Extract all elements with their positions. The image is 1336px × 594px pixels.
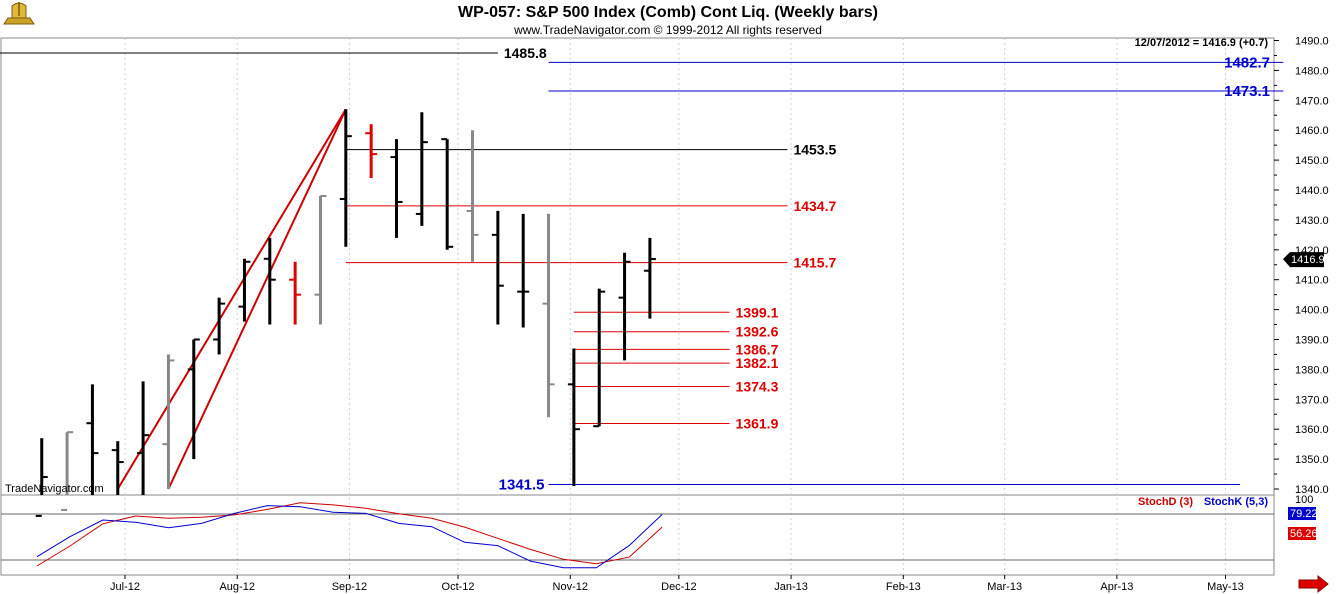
y-tick-label: 1440.0 xyxy=(1295,185,1329,197)
x-tick-label: Apr-13 xyxy=(1100,581,1133,593)
ohlc-bar xyxy=(61,431,74,511)
ohlc-bar xyxy=(593,288,606,428)
x-tick-label: Dec-12 xyxy=(661,581,696,593)
ohlc-bar xyxy=(111,441,124,495)
y-tick-label: 1490.0 xyxy=(1295,36,1329,48)
level-label: 1453.5 xyxy=(793,142,836,158)
y-tick-label: 1450.0 xyxy=(1295,155,1329,167)
logo-icon xyxy=(3,2,35,25)
price-bars xyxy=(35,109,656,517)
x-axis: Jul-12 Aug-12 Sep-12 Oct-12 Nov-12 Dec-12 Jan-… xyxy=(110,575,1244,593)
y-tick-label: 1340.0 xyxy=(1295,484,1329,496)
level-label: 1386.7 xyxy=(736,341,779,357)
trendlines xyxy=(116,108,347,490)
ohlc-bar xyxy=(339,109,352,247)
y-tick-label: 1480.0 xyxy=(1295,65,1329,77)
x-tick-label: Jul-12 xyxy=(110,581,140,593)
level-label: 1415.7 xyxy=(793,255,836,271)
x-tick-label: Feb-13 xyxy=(886,581,921,593)
y-tick-label: 1420.0 xyxy=(1295,245,1329,257)
y-tick-label: 1380.0 xyxy=(1295,364,1329,376)
y-tick-label: 1430.0 xyxy=(1295,215,1329,227)
stoch-frame xyxy=(0,494,1275,576)
ohlc-bar xyxy=(162,354,175,489)
watermark: TradeNavigator.com xyxy=(5,483,104,495)
ohlc-bar xyxy=(517,213,530,328)
level-label: 1392.6 xyxy=(736,324,779,340)
ohlc-bar xyxy=(491,210,504,325)
x-tick-label: Jan-13 xyxy=(774,581,808,593)
price-levels: 1485.8 1482.7 1473.1 1453.5 1434.7 1415.7 1399… xyxy=(0,45,1284,494)
last-price-marker: 1416.9 xyxy=(1283,252,1325,268)
ohlc-bar xyxy=(415,112,428,226)
x-tick-label: Sep-12 xyxy=(332,581,367,593)
ohlc-bar xyxy=(314,194,327,325)
y-tick-label: 1390.0 xyxy=(1295,335,1329,347)
stoch-d-line xyxy=(36,502,663,567)
ohlc-bar xyxy=(542,213,555,418)
stoch-k-line xyxy=(36,505,663,569)
stoch-k-value-box xyxy=(1288,507,1316,520)
ohlc-bar xyxy=(618,252,631,361)
level-label: 1434.7 xyxy=(793,198,836,214)
stoch-k-value: 79.22 xyxy=(1290,508,1318,520)
stoch-d-label: StochD (3) xyxy=(1138,496,1193,508)
chart-title: WP-057: S&P 500 Index (Comb) Cont Liq. (… xyxy=(458,4,878,21)
y-tick-label: 1460.0 xyxy=(1295,125,1329,137)
y-axis: 1340.0 1350.0 1360.0 1370.0 1380.0 1390.0 1400… xyxy=(1274,36,1329,496)
y-tick-label: 1350.0 xyxy=(1295,454,1329,466)
last-price-label: 1416.9 xyxy=(1291,254,1325,266)
level-label: 1374.3 xyxy=(736,378,779,394)
y-tick-label: 1400.0 xyxy=(1295,305,1329,317)
ohlc-bar xyxy=(643,237,656,319)
stochastic-panel xyxy=(1,502,1274,569)
ohlc-bar xyxy=(238,258,251,322)
last-quote: 12/07/2012 = 1416.9 (+0.7) xyxy=(1135,37,1269,49)
y-tick-label: 1360.0 xyxy=(1295,424,1329,436)
scroll-right-arrow-icon[interactable] xyxy=(1298,574,1329,594)
ohlc-bar xyxy=(390,139,403,238)
level-label: 1341.5 xyxy=(499,477,545,494)
plot-frame xyxy=(0,37,1275,496)
y-tick-label: 1370.0 xyxy=(1295,394,1329,406)
ohlc-bar xyxy=(137,381,150,495)
level-label: 1485.8 xyxy=(504,45,547,61)
ohlc-bar xyxy=(365,124,378,179)
ohlc-bar xyxy=(466,130,479,262)
trendline xyxy=(116,108,347,490)
level-label: 1399.1 xyxy=(736,304,779,320)
y-tick-label: 1470.0 xyxy=(1295,95,1329,107)
vertical-gridlines xyxy=(124,38,1226,575)
ohlc-bar xyxy=(86,384,99,495)
stoch-k-label: StochK (5,3) xyxy=(1204,496,1269,508)
stoch-d-value: 56.26 xyxy=(1290,528,1318,540)
x-tick-label: May-13 xyxy=(1207,581,1244,593)
ohlc-bar xyxy=(263,237,276,325)
stoch-d-value-box xyxy=(1288,527,1316,540)
level-label: 1473.1 xyxy=(1224,83,1270,100)
x-tick-label: Nov-12 xyxy=(553,581,588,593)
x-tick-label: Oct-12 xyxy=(442,581,475,593)
stoch-axis-100: 100 xyxy=(1295,494,1313,506)
x-tick-label: Aug-12 xyxy=(219,581,254,593)
chart-subtitle: www.TradeNavigator.com © 1999-2012 All r… xyxy=(513,23,822,37)
ohlc-bar xyxy=(213,297,226,355)
ohlc-bar xyxy=(289,261,302,325)
ohlc-bar xyxy=(567,348,580,487)
ohlc-bar xyxy=(187,338,200,460)
level-label: 1382.1 xyxy=(736,355,779,371)
y-tick-label: 1410.0 xyxy=(1295,275,1329,287)
ohlc-bar xyxy=(35,438,48,517)
trendline xyxy=(167,108,347,490)
ohlc-bar xyxy=(441,138,454,250)
x-tick-label: Mar-13 xyxy=(987,581,1022,593)
level-label: 1482.7 xyxy=(1224,54,1270,71)
level-label: 1361.9 xyxy=(736,416,779,432)
